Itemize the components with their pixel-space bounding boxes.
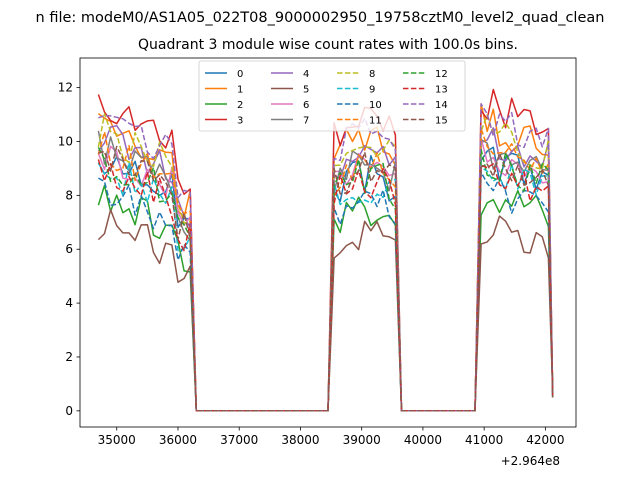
y-tick-label: 10 (58, 134, 73, 148)
legend-label-4: 4 (303, 69, 309, 80)
legend-label-7: 7 (303, 116, 309, 127)
series-line-12 (97, 146, 554, 412)
y-tick-label: 8 (65, 188, 73, 202)
series-line-5 (97, 209, 554, 412)
legend-label-8: 8 (369, 69, 375, 80)
legend-label-14: 14 (435, 100, 448, 111)
series-line-15 (98, 145, 554, 412)
x-offset-text: +2.964e8 (501, 454, 560, 468)
legend-label-13: 13 (435, 85, 448, 96)
axes-frame (79, 57, 577, 428)
legend-label-10: 10 (369, 100, 382, 111)
legend-label-5: 5 (303, 85, 309, 96)
y-tick-label: 12 (58, 81, 73, 95)
series-line-4 (97, 124, 554, 412)
y-tick-label: 6 (65, 242, 73, 256)
x-tick-label: 40000 (404, 433, 442, 447)
series-line-11 (97, 127, 554, 412)
x-tick-label: 41000 (465, 433, 503, 447)
x-tick-label: 42000 (526, 433, 564, 447)
legend-label-2: 2 (237, 100, 243, 111)
legend-label-6: 6 (303, 100, 309, 111)
legend-label-3: 3 (237, 116, 243, 127)
chart-title: Quadrant 3 module wise count rates with … (138, 37, 518, 53)
series-line-13 (97, 159, 554, 412)
y-tick-label: 2 (65, 350, 73, 364)
series-line-14 (98, 103, 554, 412)
legend-label-12: 12 (435, 69, 448, 80)
figure-suptitle: n file: modeM0/AS1A05_022T08_9000002950_… (36, 10, 605, 26)
legend-label-0: 0 (237, 69, 243, 80)
series-line-0 (97, 146, 554, 412)
y-tick-label: 4 (65, 296, 73, 310)
series-line-8 (97, 113, 554, 412)
legend-label-11: 11 (369, 116, 382, 127)
series-line-10 (98, 171, 554, 412)
legend-label-9: 9 (369, 85, 375, 96)
legend-box (198, 60, 466, 132)
legend-label-15: 15 (435, 116, 448, 127)
y-tick-label: 0 (65, 404, 73, 418)
x-tick-label: 36000 (159, 433, 197, 447)
series-line-2 (97, 184, 554, 412)
x-tick-label: 38000 (281, 433, 319, 447)
legend-label-1: 1 (237, 85, 243, 96)
x-tick-label: 39000 (343, 433, 381, 447)
plot-area: 35000 36000 37000 38000 39000 40000 41000 42000… (58, 57, 577, 447)
series-line-7 (97, 130, 554, 412)
series-line-9 (97, 161, 554, 412)
x-tick-label: 37000 (220, 433, 258, 447)
x-tick-label: 35000 (98, 433, 136, 447)
